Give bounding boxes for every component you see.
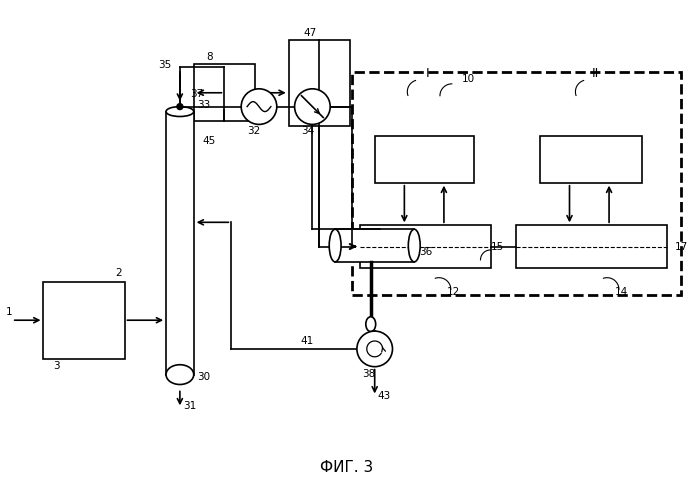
Circle shape (241, 89, 277, 124)
Bar (516, 226, 667, 268)
Text: 32: 32 (247, 126, 261, 136)
Text: 14: 14 (615, 288, 628, 298)
Circle shape (295, 89, 330, 124)
Text: ФИГ. 3: ФИГ. 3 (320, 460, 374, 475)
Circle shape (177, 104, 183, 110)
Ellipse shape (366, 317, 376, 332)
Text: 1: 1 (6, 307, 12, 317)
Text: 41: 41 (300, 336, 313, 346)
Text: 36: 36 (419, 247, 432, 257)
Text: 15: 15 (491, 242, 504, 252)
Bar (335, 229, 414, 262)
Text: 2: 2 (115, 268, 122, 278)
Text: 43: 43 (377, 392, 391, 402)
Bar (540, 136, 641, 183)
Text: 45: 45 (203, 136, 216, 146)
Ellipse shape (166, 106, 194, 117)
Text: 33: 33 (197, 100, 210, 110)
Text: 31: 31 (183, 401, 196, 411)
Text: 47: 47 (304, 28, 317, 38)
Text: II: II (591, 67, 599, 80)
Bar (43, 282, 124, 359)
Text: 30: 30 (197, 372, 210, 382)
Bar (166, 112, 194, 374)
Ellipse shape (329, 229, 341, 262)
Text: 12: 12 (447, 288, 460, 298)
Text: I: I (425, 67, 429, 80)
Text: 38: 38 (362, 368, 375, 378)
Bar (352, 72, 681, 294)
Text: 35: 35 (158, 60, 172, 70)
Text: 8: 8 (206, 52, 213, 62)
Circle shape (357, 331, 393, 366)
Text: 3: 3 (54, 360, 60, 370)
Text: 34: 34 (301, 126, 314, 136)
Bar (360, 226, 491, 268)
Text: 17: 17 (674, 242, 687, 252)
Text: 37: 37 (190, 88, 203, 99)
Bar (375, 136, 473, 183)
Ellipse shape (166, 364, 194, 384)
Ellipse shape (409, 229, 420, 262)
Text: 10: 10 (461, 74, 475, 84)
Bar (288, 40, 350, 126)
Bar (194, 64, 255, 122)
